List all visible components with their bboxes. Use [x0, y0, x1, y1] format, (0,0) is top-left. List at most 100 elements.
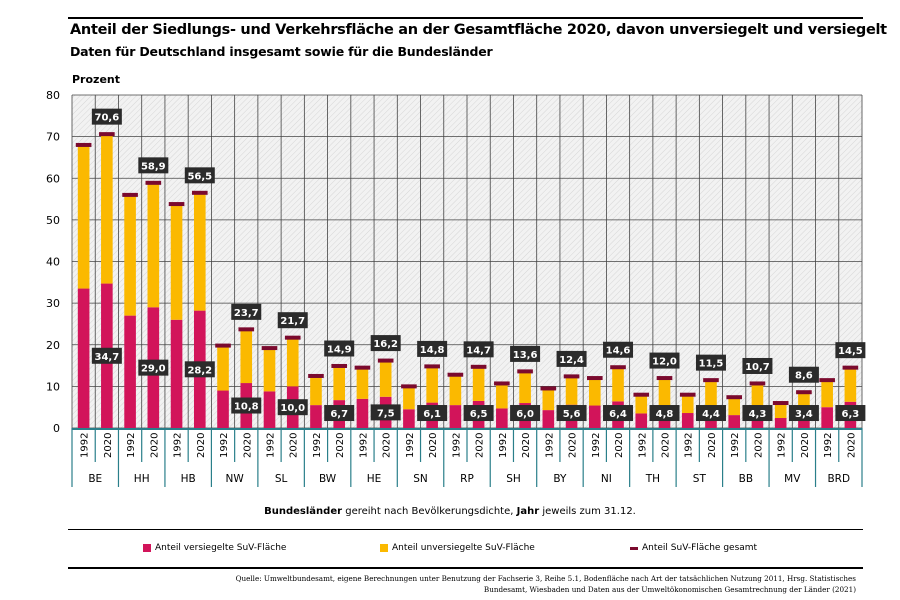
y-tick-label: 70: [46, 131, 60, 144]
bar-unsealed: [356, 367, 369, 399]
data-label-total: 14,7: [466, 345, 491, 356]
data-label-sealed: 10,8: [234, 402, 259, 413]
marker-total: [145, 180, 162, 185]
stacked-bar-chart: 0 10 20 30 40 50 60 70 80 BE 1992 2020 70,6 34,7 HH 199…: [46, 89, 866, 487]
x-axis-caption: Bundesländer gereiht nach Bevölkerungsdi…: [0, 506, 900, 517]
year-label: 1992: [730, 433, 741, 458]
label-sealed-bg: [510, 405, 541, 422]
data-label-total: 14,9: [327, 344, 352, 355]
bar-unsealed: [635, 394, 648, 414]
marker-total: [168, 202, 185, 207]
marker-total: [470, 364, 487, 369]
marker-total: [796, 390, 812, 395]
bar-unsealed: [565, 376, 578, 405]
label-total-bg: [138, 157, 169, 174]
data-label-total: 10,7: [745, 362, 770, 373]
year-label: 1992: [126, 433, 137, 458]
group-label-sl: SL: [275, 473, 288, 485]
year-label: 2020: [521, 433, 532, 458]
data-label-total: 14,6: [606, 346, 631, 357]
label-total-bg: [324, 340, 355, 357]
bar-sealed: [635, 413, 648, 428]
group-label-hh: HH: [134, 473, 150, 485]
label-sealed-bg: [184, 361, 215, 378]
year-label: 2020: [661, 433, 672, 458]
bar-unsealed: [147, 182, 160, 308]
marker-total: [679, 392, 696, 397]
bar-unsealed: [240, 329, 253, 384]
year-label: 1992: [684, 433, 695, 458]
label-sealed-bg: [324, 405, 355, 422]
label-sealed-bg: [788, 405, 819, 422]
year-label: 2020: [707, 433, 718, 458]
year-label: 2020: [103, 433, 114, 458]
data-label-sealed: 6,1: [423, 409, 441, 420]
marker-total: [494, 381, 510, 386]
data-label-total: 12,4: [559, 355, 584, 366]
marker-total: [191, 190, 208, 195]
chart-title: Anteil der Siedlungs- und Verkehrsfläche…: [70, 22, 887, 38]
label-total-bg: [277, 312, 308, 329]
data-label-total: 8,6: [795, 371, 813, 382]
marker-total: [563, 374, 580, 379]
bar-unsealed: [310, 375, 322, 406]
marker-total: [284, 335, 301, 340]
bar-unsealed: [263, 348, 276, 392]
year-label: 2020: [614, 433, 625, 458]
year-label: 2020: [568, 433, 579, 458]
data-label-sealed: 6,3: [842, 409, 860, 420]
bar-unsealed: [379, 360, 392, 397]
bar-unsealed: [519, 371, 531, 404]
bar-unsealed: [751, 383, 764, 411]
label-total-bg: [510, 345, 541, 362]
legend-label: Anteil SuV-Fläche gesamt: [642, 543, 758, 553]
bar-unsealed: [170, 204, 183, 320]
label-total-bg: [695, 354, 726, 371]
legend-label: Anteil versiegelte SuV-Fläche: [155, 543, 287, 553]
marker-total: [819, 378, 835, 383]
y-tick-label: 50: [46, 214, 60, 227]
divider: [68, 529, 863, 530]
year-label: 1992: [823, 433, 834, 458]
bar-unsealed: [612, 367, 624, 402]
year-label: 2020: [475, 433, 486, 458]
bar-unsealed: [844, 367, 857, 402]
group-label-bw: BW: [319, 473, 337, 485]
bar-sealed: [821, 407, 833, 428]
group-label-st: ST: [693, 473, 707, 485]
bar-unsealed: [705, 380, 717, 410]
year-label: 1992: [358, 433, 369, 458]
legend-label: Anteil unversiegelte SuV-Fläche: [392, 543, 535, 553]
marker-total: [215, 343, 231, 348]
bar-unsealed: [101, 134, 113, 284]
bar-sealed: [310, 405, 322, 428]
legend-swatch-sealed: [143, 544, 151, 552]
label-sealed-bg: [417, 405, 448, 422]
y-tick-label: 10: [46, 380, 60, 393]
bar-sealed: [77, 288, 90, 428]
label-sealed-bg: [835, 405, 866, 422]
bar-sealed: [496, 408, 508, 428]
bar-unsealed: [472, 366, 485, 401]
group-label-by: BY: [553, 473, 567, 485]
year-label: 1992: [266, 433, 277, 458]
year-label: 1992: [544, 433, 555, 458]
data-label-total: 13,6: [513, 350, 538, 361]
y-tick-label: 40: [46, 256, 60, 269]
label-total-bg: [91, 108, 122, 125]
data-label-total: 70,6: [95, 113, 120, 124]
group-label-sn: SN: [413, 473, 428, 485]
data-label-sealed: 29,0: [141, 364, 166, 375]
year-label: 2020: [382, 433, 393, 458]
data-label-sealed: 6,0: [516, 409, 534, 420]
year-label: 1992: [173, 433, 184, 458]
group-label-sh: SH: [506, 473, 521, 485]
label-sealed-bg: [695, 405, 726, 422]
marker-total: [377, 358, 394, 363]
marker-total: [586, 376, 603, 381]
bar-sealed: [774, 418, 787, 428]
label-sealed-bg: [742, 405, 773, 422]
top-rule: [68, 17, 863, 19]
year-label: 2020: [335, 433, 346, 458]
legend-swatch-unsealed: [380, 544, 388, 552]
